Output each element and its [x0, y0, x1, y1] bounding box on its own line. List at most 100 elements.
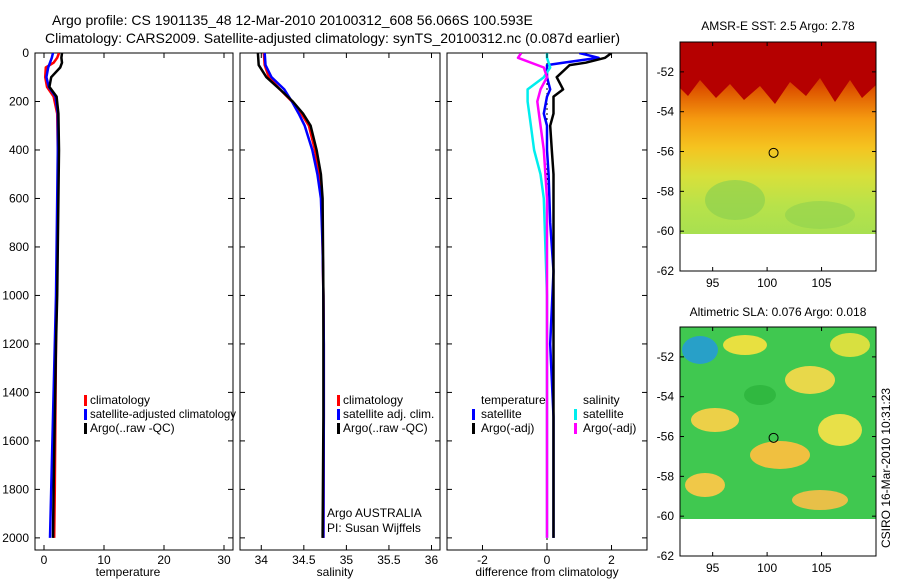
depth-tick-label: 600 — [9, 191, 29, 205]
depth-axis-ticks: 0 200 400 600 800 1000 1200 1400 1600 1800 2000 — [2, 46, 233, 545]
sst-map-image — [680, 42, 876, 234]
temperature-legend: climatology satellite-adjusted climatolo… — [84, 393, 236, 435]
salinity-x-tick-label: 34 — [255, 553, 269, 567]
temperature-x-tick-label: 20 — [157, 553, 171, 567]
lat-tick-label: -52 — [657, 65, 675, 79]
diff-legend-swatch-temp-satellite — [472, 409, 475, 420]
depth-tick-label: 1000 — [2, 288, 29, 302]
argo-float-position-marker — [768, 147, 779, 158]
sla-map-panel: Altimetric SLA: 0.076 Argo: 0.018 -52 -54… — [657, 305, 877, 575]
difference-legend: temperature salinity satellite satellite… — [472, 393, 636, 435]
diff-legend-swatch-temp-argo — [472, 423, 475, 434]
lon-tick-label: 95 — [706, 561, 720, 575]
legend-group-salinity: salinity — [583, 393, 620, 407]
lat-tick-label: -56 — [657, 430, 675, 444]
sla-high-patch-5 — [750, 441, 810, 469]
float-program-annotation: Argo AUSTRALIA — [327, 506, 422, 520]
salinity-axis-label: salinity — [317, 565, 354, 579]
diff-legend-label-temp-satellite: satellite — [481, 407, 522, 421]
salinity-axes-frame — [239, 52, 441, 551]
lon-tick-label: 105 — [812, 561, 832, 575]
figure-title-line1: Argo profile: CS 1901135_48 12-Mar-2010 … — [52, 12, 533, 28]
diff-legend-label-temp-argo: Argo(-adj) — [481, 421, 534, 435]
sla-high-patch-7 — [685, 473, 725, 497]
sla-high-patch-2 — [785, 366, 835, 394]
salinity-x-tick-label: 34.5 — [292, 553, 316, 567]
difference-series-temperature-satellite — [542, 53, 600, 538]
lon-tick-label: 100 — [757, 276, 777, 290]
salinity-x-tick-label: 35 — [340, 553, 354, 567]
salinity-legend: climatology satellite adj. clim. Argo(..… — [337, 393, 434, 435]
sst-map-panel: AMSR-E SST: 2.5 Argo: 2.78 -52-54-56-58-… — [657, 19, 877, 290]
difference-series-salinity-argo-adj- — [516, 53, 549, 538]
lat-tick-label: -58 — [657, 469, 675, 483]
sla-map-frame — [679, 326, 877, 557]
difference-x-tick-label: -2 — [477, 553, 488, 567]
depth-tick-label: 1400 — [2, 385, 29, 399]
legend-swatch-argo — [84, 423, 87, 434]
temperature-x-tick-label: 0 — [41, 553, 48, 567]
float-pi-annotation: PI: Susan Wijffels — [327, 521, 421, 535]
salinity-series-satellite-adj-clim- — [263, 53, 326, 538]
depth-tick-label: 1200 — [2, 337, 29, 351]
sst-argo-marker-group — [768, 147, 779, 158]
depth-tick-label: 1600 — [2, 434, 29, 448]
sal-legend-label-argo: Argo(..raw -QC) — [343, 421, 428, 435]
sst-cool-patch-2 — [785, 201, 855, 229]
sla-argo-marker-group — [768, 432, 779, 443]
sal-legend-label-satellite: satellite adj. clim. — [343, 407, 434, 421]
difference-panel: -2 0 2 difference from climatology tempera… — [446, 52, 648, 579]
diff-legend-label-sal-argo: Argo(-adj) — [583, 421, 636, 435]
salinity-series-argo-raw-qc- — [256, 53, 325, 538]
temperature-series-argo-raw-qc- — [48, 53, 64, 538]
sal-legend-swatch-climatology — [337, 395, 340, 406]
lat-tick-label: -54 — [657, 390, 675, 404]
lat-tick-label: -62 — [657, 549, 675, 563]
sla-map-image — [680, 327, 876, 519]
sla-high-patch-6 — [818, 414, 862, 446]
difference-axis-ticks: -2 0 2 — [477, 53, 615, 567]
sla-low-patch — [682, 336, 718, 364]
lon-tick-label: 105 — [812, 276, 832, 290]
difference-depth-ticks — [447, 52, 647, 539]
sst-warm-band — [680, 42, 876, 104]
salinity-depth-ticks — [240, 52, 440, 539]
sst-map-title: AMSR-E SST: 2.5 Argo: 2.78 — [701, 19, 855, 33]
lon-tick-label: 95 — [706, 276, 720, 290]
sst-cool-patch — [705, 180, 765, 220]
depth-tick-label: 2000 — [2, 531, 29, 545]
legend-swatch-satellite-adjusted — [84, 409, 87, 420]
difference-axis-label: difference from climatology — [475, 565, 618, 579]
temperature-axes-frame — [34, 52, 234, 551]
sla-lat-ticks: -52 -54 -56 -58 -60 -62 — [657, 350, 876, 563]
temperature-axis-ticks: 0 10 20 30 — [41, 53, 231, 567]
sla-lon-ticks: 95 100 105 — [706, 327, 832, 575]
lat-tick-label: -62 — [657, 264, 675, 278]
depth-tick-label: 0 — [22, 46, 29, 60]
sal-legend-label-climatology: climatology — [343, 393, 403, 407]
depth-tick-label: 400 — [9, 143, 29, 157]
temperature-axis-label: temperature — [96, 565, 161, 579]
salinity-series-climatology — [262, 53, 326, 538]
salinity-x-tick-label: 35.5 — [377, 553, 401, 567]
sal-legend-swatch-argo — [337, 423, 340, 434]
lat-tick-label: -60 — [657, 224, 675, 238]
temperature-panel: 0 200 400 600 800 1000 1200 1400 1600 1800 2000 0 1… — [2, 46, 236, 579]
difference-series-temperature-argo-adj- — [548, 53, 613, 538]
salinity-panel: 34 34.5 35 35.5 36 salinity climatology sate… — [239, 52, 441, 579]
sla-high-patch-1 — [723, 335, 767, 355]
temperature-x-tick-label: 30 — [217, 553, 231, 567]
lat-tick-label: -54 — [657, 105, 675, 119]
salinity-series-group — [256, 53, 326, 538]
diff-legend-swatch-sal-satellite — [574, 409, 577, 420]
sla-high-patch-3 — [830, 333, 870, 357]
difference-x-tick-label: 2 — [608, 553, 615, 567]
salinity-x-tick-label: 36 — [425, 553, 439, 567]
sla-map-title: Altimetric SLA: 0.076 Argo: 0.018 — [690, 305, 867, 319]
difference-x-tick-label: 0 — [544, 553, 551, 567]
lat-tick-label: -60 — [657, 509, 675, 523]
depth-tick-label: 1800 — [2, 482, 29, 496]
depth-tick-label: 200 — [9, 94, 29, 108]
temperature-series-group — [43, 53, 64, 538]
